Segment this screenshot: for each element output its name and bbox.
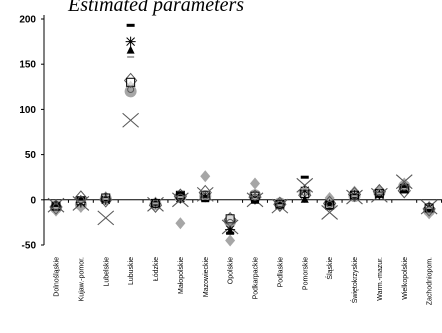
data-point [152, 199, 159, 207]
data-point [200, 170, 211, 183]
data-point [321, 205, 338, 220]
data-point [299, 185, 310, 196]
x-tick-label: Łódzkie [153, 257, 160, 281]
data-point [425, 208, 434, 212]
data-point [152, 202, 159, 205]
data-point [176, 193, 184, 201]
data-point [127, 55, 135, 58]
y-tick-label: 0 [30, 195, 36, 206]
data-point [300, 175, 309, 179]
data-point [325, 201, 334, 205]
data-point [301, 187, 309, 190]
x-tick-label: Warm.-mazur. [377, 257, 384, 301]
data-points [47, 23, 438, 247]
x-tick-label: Wielkopolskie [402, 257, 409, 300]
data-point [326, 200, 334, 208]
data-point [301, 189, 309, 197]
data-point [102, 197, 110, 200]
data-point [300, 194, 309, 203]
y-tick-label: 150 [19, 60, 36, 71]
data-point [126, 77, 136, 87]
x-tick-label: Pomorskie [302, 257, 309, 290]
data-point [175, 217, 186, 230]
data-point [225, 234, 236, 247]
x-tick-label: Śląskie [325, 257, 334, 280]
x-tick-label: Podlaskie [277, 257, 284, 287]
data-point [395, 174, 413, 190]
data-point [176, 191, 185, 195]
data-point [351, 195, 358, 198]
x-tick-label: Małopolskie [178, 257, 185, 294]
data-point [77, 196, 85, 204]
x-tick-label: Świętokrzyskie [350, 257, 359, 303]
data-point [425, 206, 433, 209]
data-point [201, 199, 210, 203]
data-point [127, 86, 135, 94]
data-point [126, 23, 135, 27]
x-tick-label: Dolnośląskie [54, 257, 61, 297]
x-tick-label: Zachodniopom. [427, 257, 434, 305]
data-point [400, 183, 408, 191]
y-tick-label: 100 [19, 105, 36, 116]
data-point [52, 206, 60, 209]
data-point [226, 218, 234, 226]
data-point [351, 192, 358, 200]
data-point [122, 112, 139, 128]
y-tick-label: 200 [19, 15, 36, 26]
data-point [251, 197, 259, 200]
chart-title: Estimated parameters [67, 0, 244, 16]
data-point [375, 192, 383, 195]
axes [41, 15, 442, 246]
data-point [102, 195, 110, 203]
data-point [200, 192, 211, 203]
data-point [201, 192, 209, 200]
data-point [276, 200, 284, 208]
data-point [52, 203, 60, 211]
x-tick-label: Opolskie [228, 257, 235, 284]
data-point [250, 177, 260, 190]
data-point [226, 231, 235, 235]
data-point [375, 189, 383, 197]
data-point [125, 36, 136, 47]
x-tick-label: Lubelskie [103, 257, 110, 287]
data-point [77, 200, 85, 203]
data-point [52, 203, 60, 207]
x-tick-label: Mazowieckie [203, 257, 210, 297]
data-point [251, 200, 259, 204]
x-tick-label: Kujaw.-pomor. [78, 257, 85, 301]
data-point [400, 187, 408, 190]
data-point [225, 224, 236, 235]
data-point [176, 196, 184, 199]
data-point [126, 45, 135, 54]
data-point [76, 196, 85, 200]
data-point [225, 214, 235, 224]
data-point [276, 204, 284, 207]
data-point [324, 199, 335, 210]
data-point [296, 177, 314, 193]
y-tick-label: -50 [22, 241, 37, 252]
x-tick-labels: Dolnośląskie Kujaw.-pomor. Lubelskie Lubusk… [54, 257, 434, 305]
data-point [97, 210, 115, 226]
y-tick-label: 50 [25, 150, 37, 161]
y-tick-labels: -50 0 50 100 150 200 [19, 15, 36, 252]
data-point [425, 206, 433, 214]
data-point [400, 185, 409, 189]
data-point [251, 193, 259, 201]
x-tick-label: Lubuskie [128, 257, 135, 285]
x-tick-label: Podkarpackie [253, 257, 260, 300]
